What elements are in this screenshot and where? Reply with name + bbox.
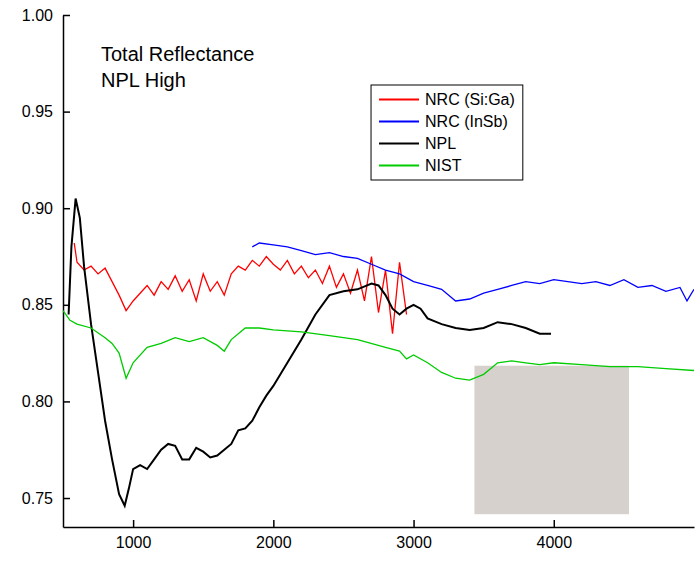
legend: NRC (Si:Ga) NRC (InSb) NPL NIST: [371, 85, 523, 180]
y-axis-tick-mark: [63, 498, 70, 500]
y-axis-tick-label: 0.85: [22, 296, 53, 313]
x-axis-tick-label: 1000: [116, 534, 152, 551]
x-axis-tick-mark: [554, 520, 556, 527]
y-axis-tick-mark: [63, 15, 70, 17]
y-axis-tick-mark: [63, 111, 70, 113]
x-axis-tick-mark: [413, 520, 415, 527]
y-axis-tick: 1.00: [22, 7, 70, 24]
y-axis-tick: 0.75: [22, 490, 70, 507]
y-axis-tick: 0.85: [22, 296, 70, 313]
legend-item: NRC (InSb): [379, 113, 508, 130]
annotations: Total Reflectance NPL High: [101, 43, 254, 91]
y-axis-tick: 0.80: [22, 393, 70, 410]
series-line: [69, 199, 551, 506]
x-axis-tick-label: 4000: [536, 534, 572, 551]
chart: 1000 2000 3000 4000 0.75 0.80 0.85 0.90 0.95 1.00…: [0, 0, 700, 572]
x-axis-line: [64, 527, 695, 529]
series-line: [74, 243, 406, 334]
legend-label: NIST: [425, 157, 462, 174]
y-axis-tick-mark: [63, 401, 70, 403]
x-axis-tick-label: 2000: [256, 534, 292, 551]
y-axis-tick: 0.95: [22, 103, 70, 120]
y-axis-tick-label: 1.00: [22, 7, 53, 24]
y-axis: 0.75 0.80 0.85 0.90 0.95 1.00: [22, 7, 70, 528]
x-axis-tick: 1000: [116, 520, 152, 551]
x-axis-tick: 4000: [536, 520, 572, 551]
y-axis-tick-label: 0.75: [22, 490, 53, 507]
x-axis-tick-label: 3000: [396, 534, 432, 551]
x-axis: 1000 2000 3000 4000: [64, 520, 695, 551]
series-line: [252, 243, 694, 301]
legend-item: NPL: [379, 135, 456, 152]
x-axis-tick-mark: [133, 520, 135, 527]
legend-label: NPL: [425, 135, 456, 152]
legend-swatch: [379, 164, 419, 166]
legend-label: NRC (Si:Ga): [425, 91, 515, 108]
y-axis-tick-label: 0.90: [22, 200, 53, 217]
sample-swatch: [474, 366, 629, 514]
y-axis-tick-label: 0.95: [22, 103, 53, 120]
y-axis-tick-mark: [63, 208, 70, 210]
legend-item: NIST: [379, 157, 462, 174]
plot-area: 1000 2000 3000 4000 0.75 0.80 0.85 0.90 0.95 1.00…: [22, 7, 695, 552]
x-axis-tick: 2000: [256, 520, 292, 551]
annotation: Total Reflectance: [101, 43, 254, 65]
series-lines: [63, 199, 694, 506]
legend-item: NRC (Si:Ga): [379, 91, 515, 108]
x-axis-tick-mark: [273, 520, 275, 527]
y-axis-line: [63, 16, 65, 528]
annotation: NPL High: [101, 69, 186, 91]
series-line: [63, 311, 694, 381]
legend-box: [371, 85, 523, 180]
legend-swatch: [379, 120, 419, 122]
legend-label: NRC (InSb): [425, 113, 508, 130]
y-axis-tick-label: 0.80: [22, 393, 53, 410]
legend-swatch: [379, 142, 419, 144]
y-axis-tick: 0.90: [22, 200, 70, 217]
legend-swatch: [379, 98, 419, 100]
x-axis-tick: 3000: [396, 520, 432, 551]
